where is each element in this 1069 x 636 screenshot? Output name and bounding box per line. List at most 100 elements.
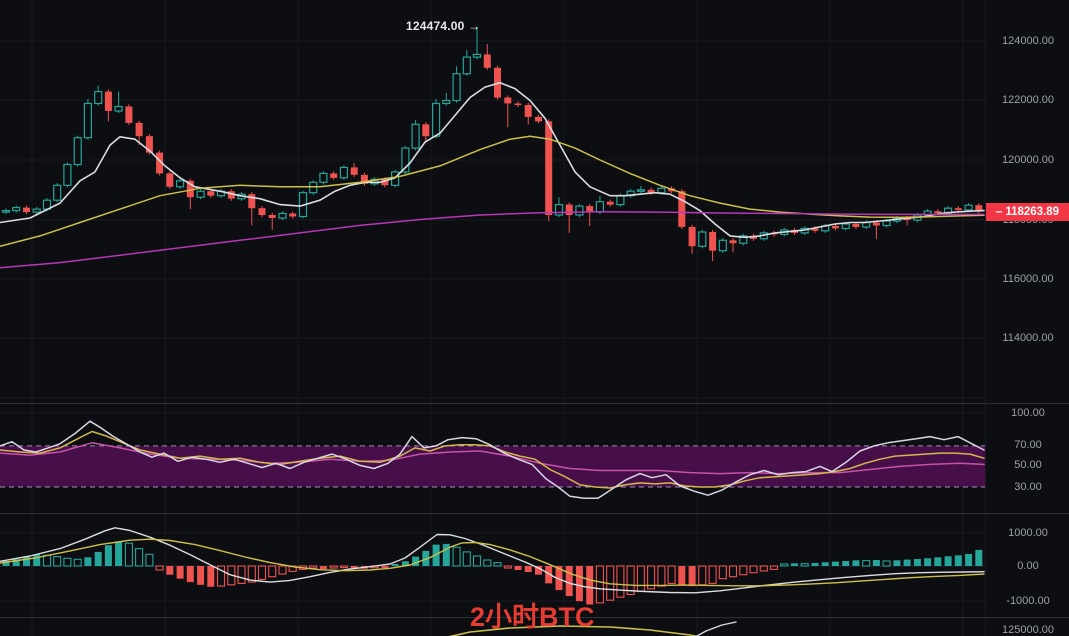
macd-bar [42,554,52,567]
candle-body [339,166,348,179]
macd-signal [0,538,985,587]
panel-divider[interactable] [0,617,1069,618]
macd-bar [595,565,604,604]
macd-bar [381,566,389,568]
ma-fast [0,81,985,239]
macd-bar [124,542,133,567]
candle-body [53,184,62,201]
candle-body [647,189,655,193]
macd-bar [708,565,717,584]
bottom-yellow [448,625,700,636]
axis-label: 125000.00 [1002,624,1054,636]
macd-bar [545,566,553,584]
candle-body [657,187,666,194]
axis-label: -1000.00 [1006,595,1050,607]
symbol-watermark: 2小时BTC [470,602,595,632]
candle-body [432,102,441,137]
candle-body [554,204,564,216]
macd-bar [503,565,512,569]
macd-bar [678,566,686,585]
candle-body [575,205,584,216]
rsi-indicator-panel[interactable] [0,404,985,514]
ma-mid [0,135,985,248]
candle-body [934,211,942,213]
candle-body [381,179,389,186]
macd-bar [247,565,256,583]
candle-body [698,231,707,247]
macd-bar [63,557,72,567]
macd-bar [339,565,348,569]
macd-bar [412,556,420,566]
axis-label: 30.00 [1014,481,1042,493]
candle-body [688,226,696,247]
macd-bar [257,565,267,580]
axis-label: 70.00 [1014,439,1042,451]
macd-bar [872,560,880,566]
macd-bar [759,565,768,572]
macd-bar [391,564,399,566]
candle-body [289,213,297,217]
macd-bar [944,556,952,566]
main-chart-panel[interactable] [0,0,985,403]
candle-body [166,173,174,187]
macd-bar [575,566,583,602]
high-price-value: 124474.00 [406,19,465,33]
macd-bar [268,565,277,578]
macd-bar [862,560,871,567]
rsi-mid [0,430,985,489]
candle-body [135,122,143,137]
macd-bar [780,563,789,567]
macd-bar [207,566,215,587]
candle-body [319,172,328,183]
macd-bar [319,566,327,569]
macd-histogram [2,541,983,605]
macd-bar [698,565,707,586]
right-arrow-icon: → [468,19,481,33]
candle-body [94,90,103,105]
macd-bar [483,559,492,567]
last-price-badge: ‒ 118263.89 [986,203,1069,221]
candle-body [248,194,256,209]
macd-bar [33,554,41,566]
candle-body [401,147,410,173]
panel-divider[interactable] [0,513,1069,514]
macd-bar [155,565,164,571]
candle-body [176,180,185,188]
macd-bar [94,551,102,566]
panel-divider[interactable] [0,403,1069,404]
candle-body [882,220,891,227]
price-axis[interactable]: 124000.00122000.00120000.00118000.001160… [985,0,1069,636]
macd-bar [115,541,123,566]
candle-body [125,106,133,123]
high-price-annotation: 124474.00 → [406,19,480,33]
candle-body [595,201,605,213]
macd-indicator-panel[interactable] [0,514,985,617]
bottom-white [695,621,737,636]
macd-bar [616,565,625,598]
candles-layer [1,26,983,262]
candle-body [954,208,962,210]
bottom-indicator-panel[interactable] [0,617,985,636]
macd-bar [718,565,727,580]
candle-body [975,205,983,212]
candle-body [23,207,30,213]
candle-body [504,97,512,104]
macd-bar [791,563,798,566]
axis-label: 116000.00 [1002,273,1054,285]
candle-body [718,239,727,252]
macd-bar [514,566,522,570]
macd-bar [636,565,645,593]
macd-bar [84,557,92,566]
macd-bar [893,560,901,566]
candle-body [462,56,471,75]
macd-bar [852,560,860,566]
macd-bar [934,557,942,566]
macd-bar [800,563,809,567]
candle-body [872,222,880,226]
candle-body [442,99,451,105]
rsi-fast [0,420,985,500]
macd-bar [831,561,839,566]
axis-label: 120000.00 [1002,154,1054,166]
macd-bar [667,565,676,584]
axis-label: 100.00 [1011,407,1045,419]
